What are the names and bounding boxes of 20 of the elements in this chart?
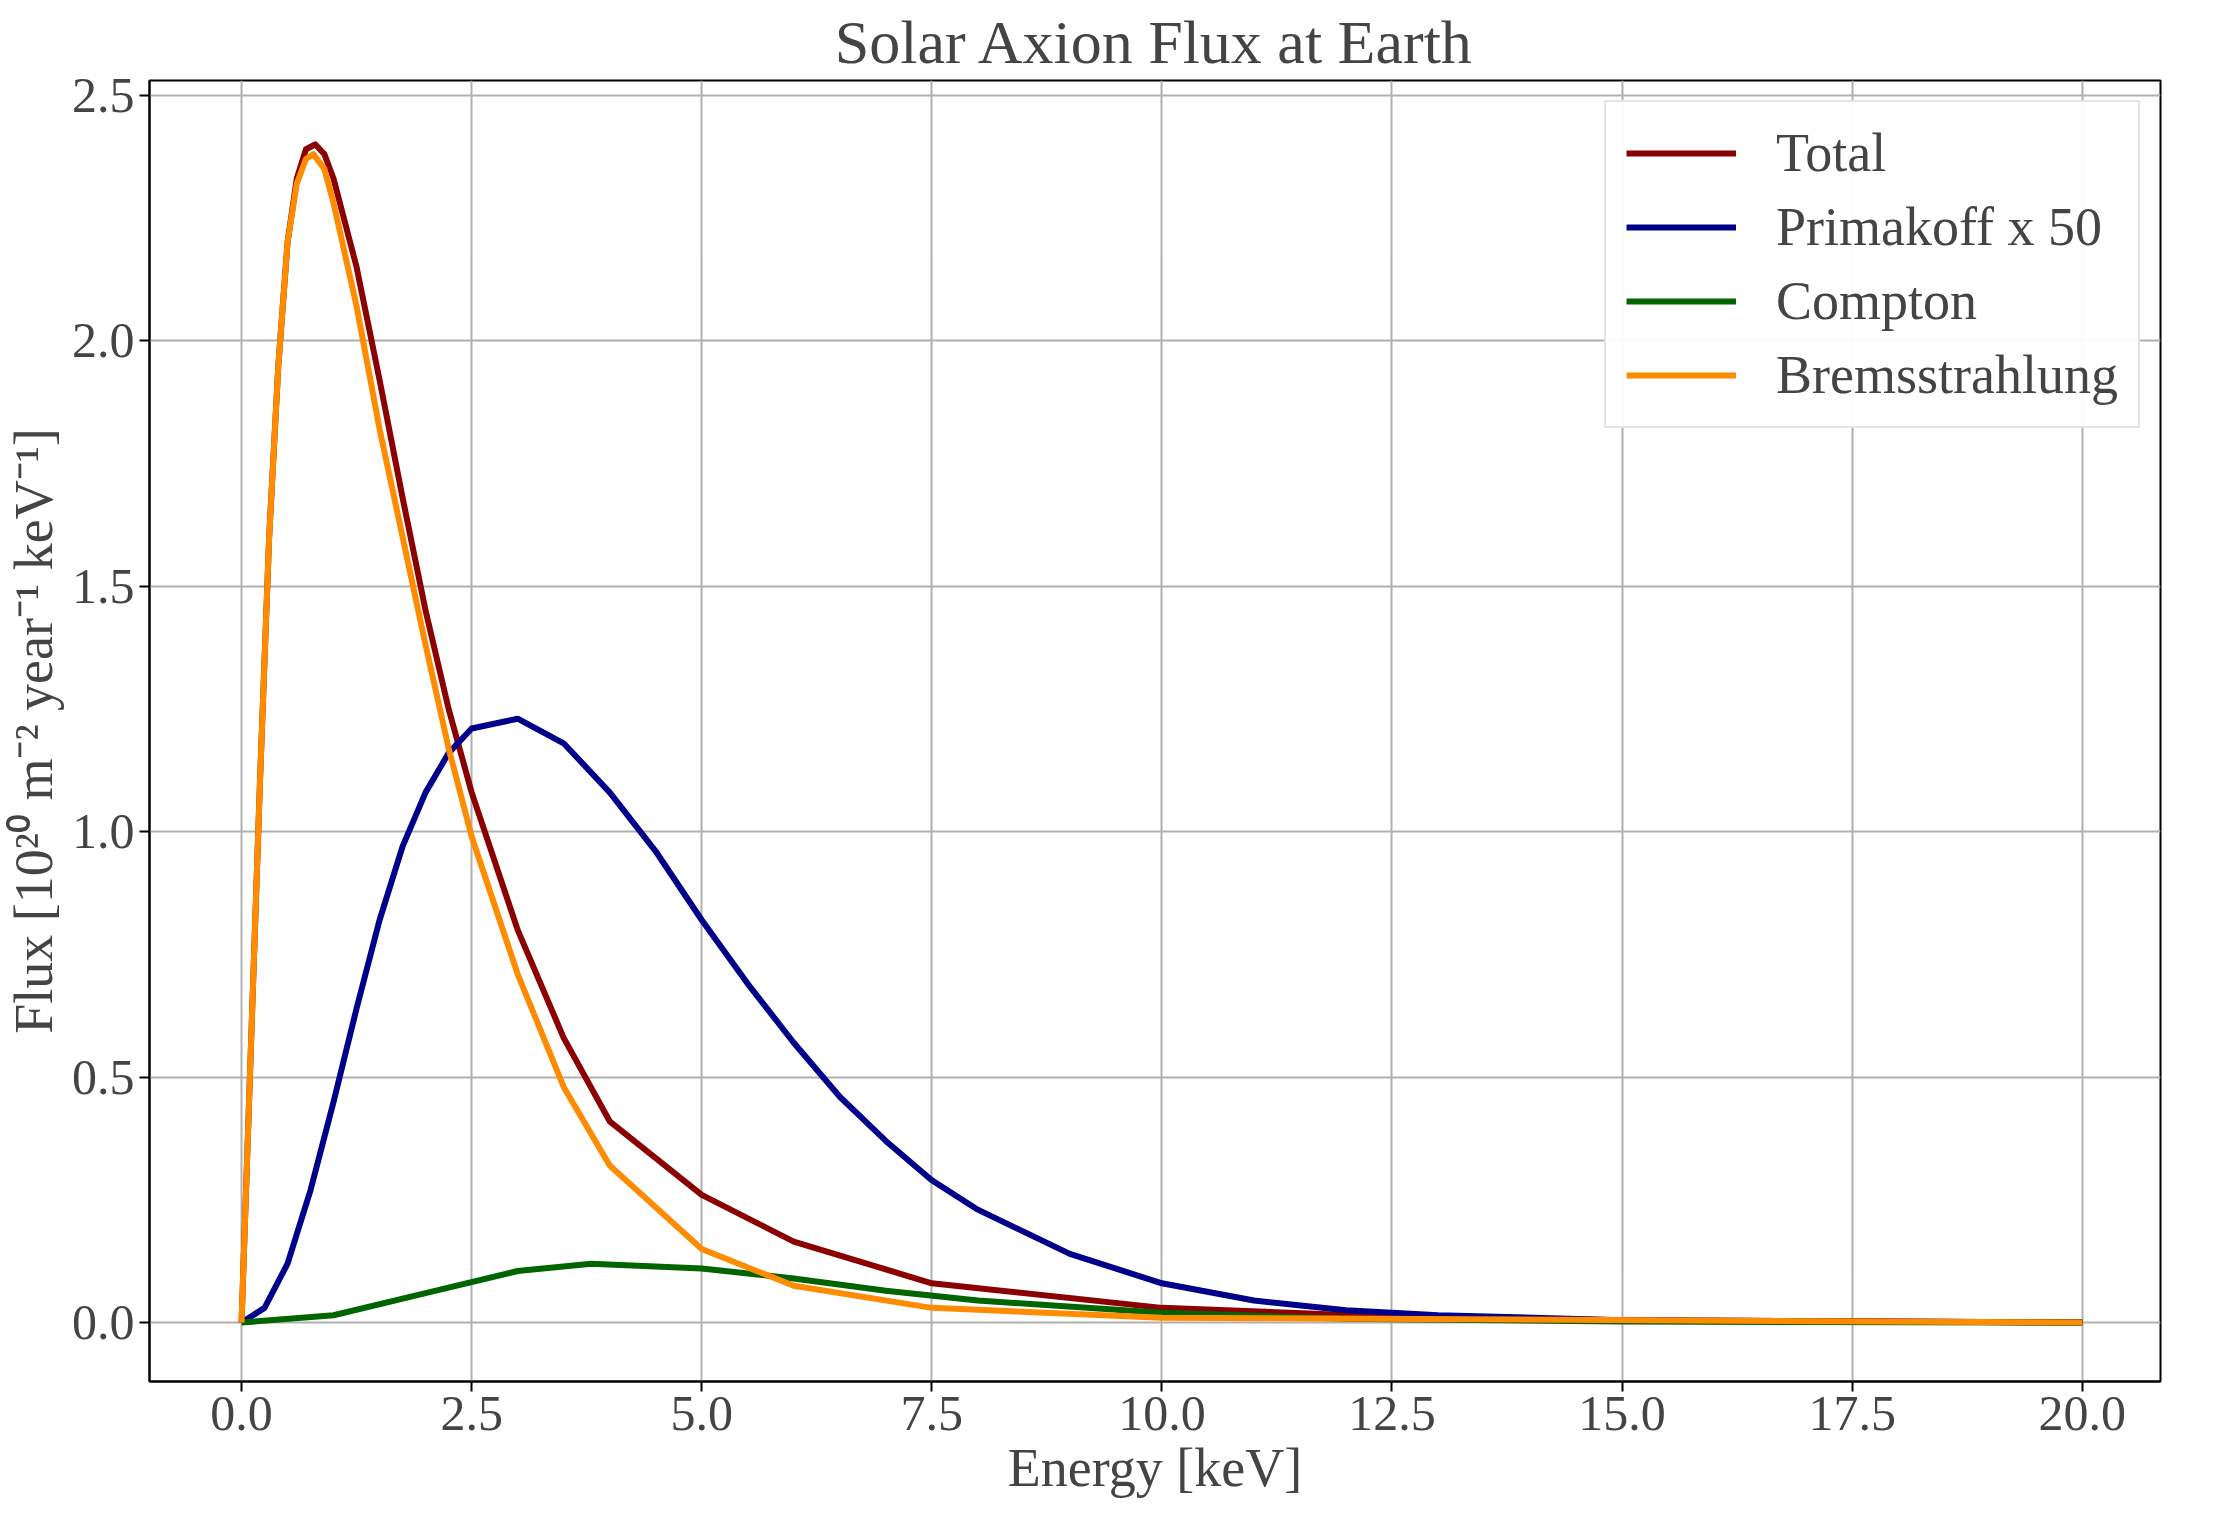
- x-tick-label: 12.5: [1348, 1384, 1436, 1441]
- x-tick-label: 20.0: [2038, 1384, 2127, 1441]
- x-tick-label: 15.0: [1578, 1384, 1666, 1441]
- x-tick-label: 5.0: [670, 1384, 733, 1441]
- x-tick-label: 17.5: [1808, 1384, 1896, 1441]
- x-tick-label: 0.0: [210, 1384, 273, 1441]
- x-tick-label: 2.5: [440, 1384, 503, 1441]
- y-tick-label: 1.5: [72, 557, 135, 614]
- y-axis-title: Flux [10²⁰ m⁻² year⁻¹ keV⁻¹]: [4, 428, 64, 1034]
- legend-label: Total: [1776, 122, 1887, 184]
- y-tick-label: 1.0: [72, 803, 135, 860]
- y-tick-label: 2.0: [72, 312, 135, 369]
- y-tick-label: 2.5: [72, 66, 135, 123]
- y-tick-label: 0.5: [72, 1048, 135, 1105]
- legend-label: Compton: [1776, 270, 1978, 332]
- legend-label: Bremsstrahlung: [1776, 344, 2118, 406]
- legend-label: Primakoff x 50: [1776, 196, 2103, 258]
- x-tick-label: 7.5: [900, 1384, 964, 1441]
- y-tick-label: 0.0: [72, 1294, 135, 1351]
- chart-title: Solar Axion Flux at Earth: [834, 7, 1472, 76]
